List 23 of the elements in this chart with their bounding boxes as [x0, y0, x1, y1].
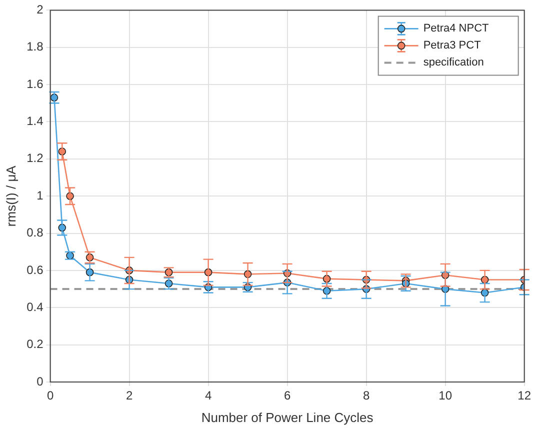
y-axis-title: rms(I) / μA: [3, 165, 18, 227]
y-tick-label: 1.4: [26, 114, 44, 128]
y-tick-label: 0.6: [26, 262, 44, 277]
y-tick-label: 1.8: [26, 40, 44, 54]
x-tick-label: 8: [362, 388, 370, 403]
y-tick-label: 1.6: [26, 76, 44, 91]
x-tick-label: 6: [284, 388, 291, 403]
legend-label: Petra4 NPCT: [423, 22, 490, 35]
y-tick-label: 1.2: [26, 151, 44, 166]
y-tick-label: 0.2: [26, 337, 44, 352]
x-axis-title: Number of Power Line Cycles: [201, 410, 374, 425]
x-tick-label: 0: [46, 388, 54, 403]
y-tick-label: 2: [36, 2, 44, 17]
x-tick-label: 10: [438, 388, 452, 403]
x-tick-label: 2: [126, 388, 133, 403]
y-tick-label: 1: [36, 188, 44, 202]
legend-label: specification: [423, 56, 484, 69]
x-tick-label: 4: [204, 388, 212, 403]
y-tick-label: 0.4: [26, 300, 44, 314]
y-tick-label: 0.8: [26, 226, 44, 240]
legend-label: Petra3 PCT: [423, 40, 482, 52]
x-tick-label: 12: [518, 388, 532, 403]
y-tick-label: 0: [36, 374, 44, 388]
